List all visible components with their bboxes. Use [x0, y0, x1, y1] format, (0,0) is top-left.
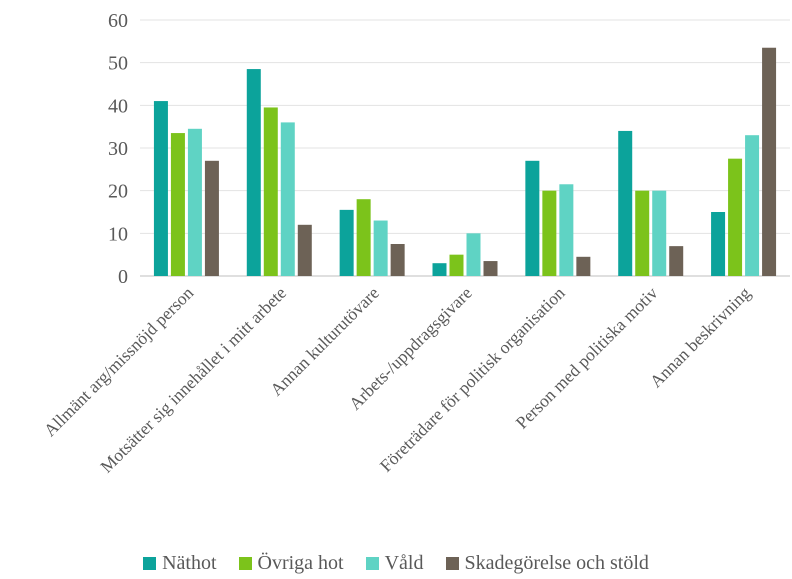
x-tick-label: Annan beskrivning	[646, 283, 755, 392]
bar	[618, 130, 633, 276]
bar	[356, 199, 371, 276]
legend-label: Våld	[384, 551, 424, 574]
y-tick-label: 40	[108, 95, 128, 117]
bar	[153, 101, 168, 276]
gridlines	[140, 19, 790, 277]
legend-item: Skadegörelse och stöld	[445, 551, 649, 575]
y-tick-label: 50	[108, 53, 128, 75]
bar	[170, 133, 185, 276]
bar	[652, 190, 667, 276]
legend-label: Näthot	[162, 551, 217, 574]
bar	[339, 209, 354, 276]
x-tick-label: Företrädare för politisk organisation	[376, 283, 569, 476]
bar-chart: 0 10 20 30 40 50 60 Allmänt arg/missnöjd perso…	[40, 10, 790, 477]
legend-item: Näthot	[143, 551, 217, 575]
bar	[449, 254, 464, 276]
bar	[263, 107, 278, 276]
bars	[153, 47, 777, 277]
bar	[559, 184, 574, 276]
bar	[483, 261, 498, 276]
bar	[280, 122, 295, 277]
bar	[297, 224, 312, 276]
bar	[204, 160, 219, 276]
y-tick-label: 0	[118, 266, 128, 288]
legend: Näthot Övriga hot Våld Skadegörelse och stö…	[0, 550, 792, 576]
y-tick-label: 10	[108, 223, 128, 245]
bar	[576, 256, 591, 276]
bar	[728, 158, 743, 276]
bar	[711, 212, 726, 276]
bar	[745, 135, 760, 276]
legend-swatch	[445, 556, 459, 570]
bar	[669, 246, 684, 276]
legend-swatch	[238, 556, 252, 570]
legend-item: Övriga hot	[238, 551, 344, 575]
y-tick-label: 30	[108, 138, 128, 160]
bar	[373, 220, 388, 276]
legend-label: Övriga hot	[257, 551, 344, 574]
legend-label: Skadegörelse och stöld	[464, 551, 649, 574]
bar	[246, 69, 261, 276]
bar	[187, 128, 202, 276]
legend-item: Våld	[365, 551, 424, 575]
y-tick-label: 60	[108, 10, 128, 32]
bar	[542, 190, 557, 276]
bar	[635, 190, 650, 276]
bar	[390, 244, 405, 276]
x-tick-label: Motsätter sig innehållet i mitt arbete	[96, 283, 290, 477]
x-tick-label: Allmänt arg/missnöjd person	[40, 283, 198, 441]
bar	[432, 263, 447, 276]
bar	[525, 160, 540, 276]
legend-swatch	[365, 556, 379, 570]
bar	[762, 47, 777, 276]
legend-swatch	[143, 556, 157, 570]
bar	[466, 233, 481, 276]
y-tick-label: 20	[108, 181, 128, 203]
y-axis: 0 10 20 30 40 50 60	[108, 10, 128, 288]
